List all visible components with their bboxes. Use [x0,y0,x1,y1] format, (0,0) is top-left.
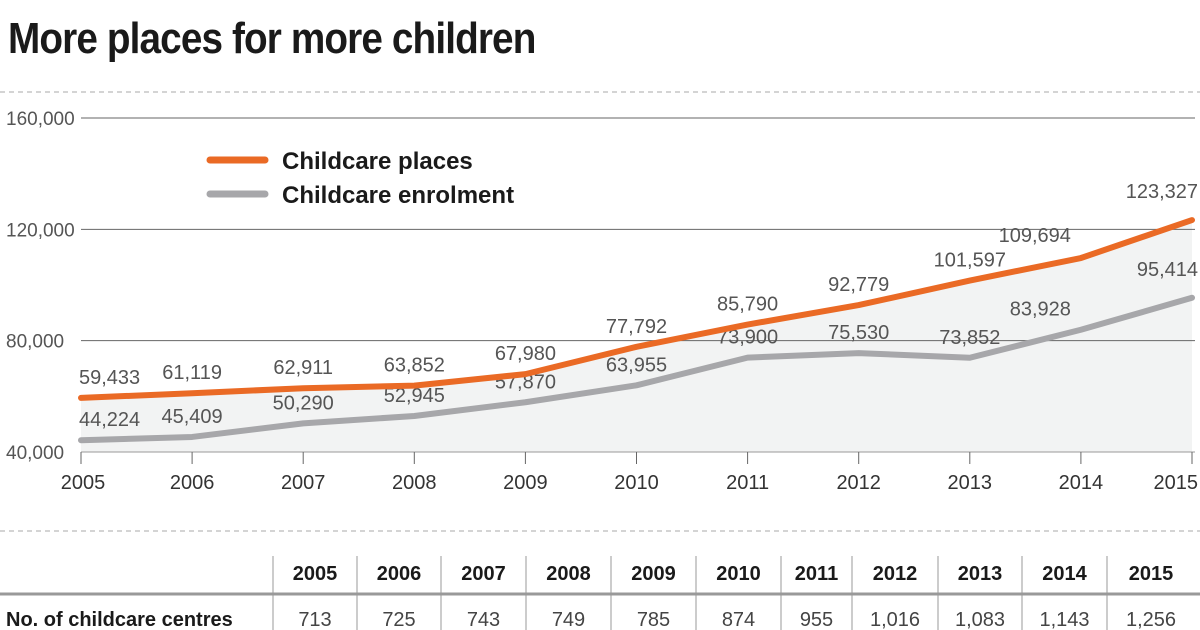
table-cell: 1,143 [1039,609,1089,630]
x-tick-label: 2007 [281,472,326,494]
x-tick-label: 2005 [61,472,106,494]
data-label: 45,409 [162,406,223,428]
data-label: 63,955 [606,354,667,376]
x-tick-label: 2008 [392,472,437,494]
data-label: 85,790 [717,294,778,316]
data-label: 101,597 [934,250,1006,272]
table-cell: 743 [467,609,500,630]
table-header-cell: 2011 [795,563,838,585]
x-tick-label: 2011 [726,472,769,494]
series-line-places [78,217,1195,401]
y-tick-label: 40,000 [6,443,64,464]
table-cell: 955 [800,609,833,630]
data-label: 92,779 [828,274,889,296]
y-tick-label: 80,000 [6,332,64,353]
table-cell: 1,083 [955,609,1005,630]
table-cell: 749 [552,609,585,630]
data-label: 73,852 [939,327,1000,349]
legend-label: Childcare places [282,148,473,175]
table-header-cell: 2013 [958,563,1003,585]
data-label: 75,530 [828,322,889,344]
data-label: 52,945 [384,385,445,407]
series-line-enrolment [78,294,1195,444]
table-header-cell: 2009 [631,563,676,585]
data-label: 83,928 [1010,299,1071,321]
x-tick-label: 2015 [1154,472,1199,494]
table-header-cell: 2010 [716,563,761,585]
x-tick-label: 2010 [614,472,659,494]
y-tick-label: 160,000 [6,109,75,130]
data-label: 123,327 [1126,181,1198,203]
table-cell: 725 [382,609,415,630]
table-cell: 1,016 [870,609,920,630]
table-header-cell: 2012 [873,563,918,585]
x-tick-label: 2009 [503,472,548,494]
x-tick-label: 2013 [948,472,993,494]
data-label: 50,290 [273,392,334,414]
table-header-cell: 2014 [1042,563,1087,585]
data-label: 59,433 [79,367,140,389]
chart-title: More places for more children [8,14,536,63]
data-label: 63,852 [384,355,445,377]
data-label: 77,792 [606,316,667,338]
table-header-cell: 2008 [546,563,591,585]
x-tick-label: 2014 [1059,472,1104,494]
x-tick-label: 2006 [170,472,215,494]
table-cell: 1,256 [1126,609,1176,630]
table-header-cell: 2005 [293,563,338,585]
y-tick-label: 120,000 [6,220,75,241]
data-label: 95,414 [1137,259,1198,281]
table-cell: 785 [637,609,670,630]
table-cell: 713 [298,609,331,630]
legend-label: Childcare enrolment [282,182,514,209]
table-row-label: No. of childcare centres [6,609,233,630]
data-label: 67,980 [495,343,556,365]
table-header-cell: 2006 [377,563,422,585]
data-label: 73,900 [717,327,778,349]
area-fill [81,220,1192,452]
table-header-cell: 2007 [461,563,506,585]
data-label: 44,224 [79,409,140,431]
data-label: 109,694 [999,225,1071,247]
data-label: 62,911 [273,357,333,379]
table-header-cell: 2015 [1129,563,1174,585]
x-tick-label: 2012 [836,472,881,494]
data-label: 61,119 [162,362,222,384]
table-cell: 874 [722,609,755,630]
